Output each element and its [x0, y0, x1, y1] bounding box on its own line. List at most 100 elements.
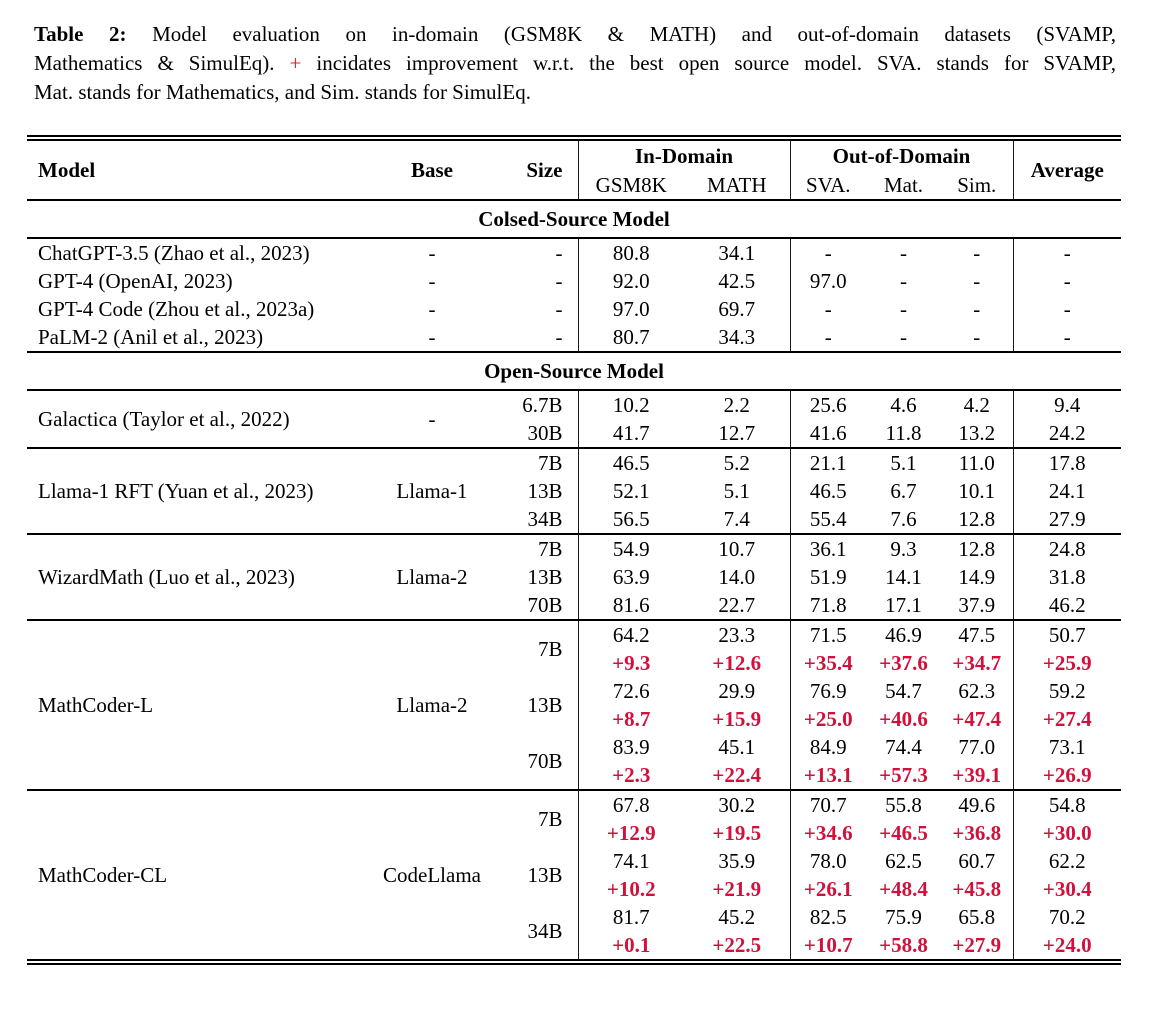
value-cell: -	[900, 325, 907, 349]
value-cell: 45.1	[684, 733, 791, 761]
size-cell: 7B	[487, 621, 579, 677]
section-title: Open-Source Model	[484, 359, 664, 383]
value-cell: 97.0	[612, 297, 650, 321]
value-cell: 65.8	[941, 903, 1014, 931]
delta-cell: +34.7	[941, 649, 1014, 677]
value-cell: 62.5	[885, 849, 922, 873]
delta-cell: +35.4	[803, 651, 853, 675]
size-cell: 34B	[487, 505, 579, 533]
value-cell: 56.5	[612, 507, 650, 531]
value-cell: 54.7	[885, 679, 922, 703]
table-row: PaLM-2 (Anil et al., 2023) - - 80.7 34.3 - - - -	[27, 323, 1121, 351]
table-row: 13B 72.6 29.9 76.9 54.7 62.3 59.2	[27, 677, 1121, 733]
value-cell: 35.9	[684, 847, 791, 875]
delta-row: +12.9 +19.5 +34.6 +46.5 +36.8 +30.0	[27, 819, 1121, 847]
model-group-table: MathCoder-L Llama-2 7B 64.2 23.3 71.5 46.9 47.5…	[27, 621, 1121, 789]
table-caption: Table 2: Model evaluation on in-domain (…	[34, 20, 1116, 107]
table-row: GPT-4 Code (Zhou et al., 2023a) - - 97.0 69.…	[27, 295, 1121, 323]
table-row: 34B 81.7 45.2 82.5 75.9 65.8 70.2	[27, 903, 1121, 959]
header-gsm8k: GSM8K	[595, 172, 667, 197]
size-cell: 13B	[487, 563, 579, 591]
delta-cell: +12.9	[606, 821, 656, 845]
value-cell: 17.8	[1048, 451, 1086, 475]
delta-cell: +13.1	[803, 763, 853, 787]
value-cell: 81.7	[612, 905, 650, 929]
model-group-table: GPT-4 (OpenAI, 2023) - - 92.0 42.5 97.0 - - -	[27, 267, 1121, 295]
model-cell: Llama-1 RFT (Yuan et al., 2023)	[38, 479, 314, 503]
value-cell: 10.2	[612, 393, 650, 417]
table-row: 34B 56.5 7.4 55.4 7.6 12.8 27.9	[27, 505, 1121, 533]
model-cell: GPT-4 (OpenAI, 2023)	[38, 269, 233, 293]
value-cell: 75.9	[885, 905, 922, 929]
base-cell: CodeLlama	[383, 863, 481, 887]
value-cell: 12.7	[684, 419, 791, 447]
model-group-table: ChatGPT-3.5 (Zhao et al., 2023) - - 80.8 34.…	[27, 239, 1121, 267]
value-cell: 13.2	[941, 419, 1014, 447]
value-cell: 62.3	[941, 677, 1014, 705]
size-cell: -	[487, 239, 579, 267]
value-cell: 97.0	[809, 269, 847, 293]
section-title: Colsed-Source Model	[478, 207, 670, 231]
divider-rule	[27, 389, 1121, 391]
header-base: Base	[411, 158, 453, 182]
value-cell: 81.6	[612, 593, 650, 617]
header-out-of-domain: Out-of-Domain	[790, 141, 1014, 170]
value-cell: 55.8	[885, 793, 922, 817]
delta-cell: +22.5	[684, 931, 791, 959]
size-cell: 30B	[487, 419, 579, 447]
value-cell: 2.2	[684, 391, 791, 419]
value-cell: 10.1	[941, 477, 1014, 505]
value-cell: 77.0	[941, 733, 1014, 761]
delta-cell: +40.6	[879, 707, 928, 731]
divider-rule	[27, 789, 1121, 791]
delta-cell: +57.3	[879, 763, 928, 787]
value-cell: 24.1	[1048, 479, 1086, 503]
value-cell: -	[900, 269, 907, 293]
table-row: WizardMath (Luo et al., 2023) Llama-2 7B 54…	[27, 535, 1121, 589]
size-cell: -	[487, 295, 579, 323]
delta-cell: +21.9	[684, 875, 791, 903]
model-group-table: MathCoder-CL CodeLlama 7B 67.8 30.2 70.7 55.8 4…	[27, 791, 1121, 959]
table-row: 13B 74.1 35.9 78.0 62.5 60.7 62.2	[27, 847, 1121, 903]
divider-rule	[27, 237, 1121, 239]
table-top-rule	[27, 135, 1121, 141]
size-cell: 70B	[487, 591, 579, 619]
value-cell: 37.9	[941, 591, 1014, 619]
value-cell: 46.2	[1048, 593, 1086, 617]
header-average: Average	[1030, 158, 1104, 182]
table-row: 70B 81.6 22.7 71.8 17.1 37.9 46.2	[27, 591, 1121, 619]
value-cell: 10.7	[684, 535, 791, 563]
value-cell: 71.8	[809, 593, 847, 617]
base-cell: -	[428, 407, 436, 431]
value-cell: 21.1	[809, 451, 847, 475]
table-body: Colsed-Source Model ChatGPT-3.5 (Zhao et …	[27, 199, 1121, 965]
delta-cell: +19.5	[684, 819, 791, 847]
divider-rule	[27, 351, 1121, 353]
value-cell: 7.6	[890, 507, 917, 531]
caption-line-3: Mat. stands for Mathematics, and Sim. st…	[34, 78, 1116, 107]
delta-cell: +47.4	[941, 705, 1014, 733]
table-row: MathCoder-CL CodeLlama 7B 67.8 30.2 70.7 55.8 4…	[27, 791, 1121, 887]
value-cell: 63.9	[612, 565, 650, 589]
base-cell: Llama-1	[396, 479, 468, 503]
delta-cell: +45.8	[941, 875, 1014, 903]
value-cell: 54.9	[612, 537, 650, 561]
model-cell: Galactica (Taylor et al., 2022)	[38, 407, 290, 431]
model-cell: ChatGPT-3.5 (Zhao et al., 2023)	[38, 241, 310, 265]
value-cell: 9.4	[1054, 393, 1081, 417]
value-cell: 24.8	[1048, 537, 1086, 561]
value-cell: 80.7	[612, 325, 650, 349]
delta-cell: +9.3	[612, 651, 651, 675]
value-cell: 34.1	[684, 239, 791, 267]
size-cell: -	[487, 323, 579, 351]
value-cell: 5.1	[890, 451, 917, 475]
value-cell: -	[1063, 297, 1071, 321]
table-row: Llama-1 RFT (Yuan et al., 2023) Llama-1 7B…	[27, 449, 1121, 503]
size-cell: 6.7B	[487, 391, 579, 419]
value-cell: 12.8	[941, 535, 1014, 563]
caption-text-2a: Mathematics & SimulEq).	[34, 51, 275, 75]
value-cell: 84.9	[809, 735, 847, 759]
model-group-table: GPT-4 Code (Zhou et al., 2023a) - - 97.0 69.…	[27, 295, 1121, 323]
value-cell: 46.5	[612, 451, 650, 475]
value-cell: 22.7	[684, 591, 791, 619]
